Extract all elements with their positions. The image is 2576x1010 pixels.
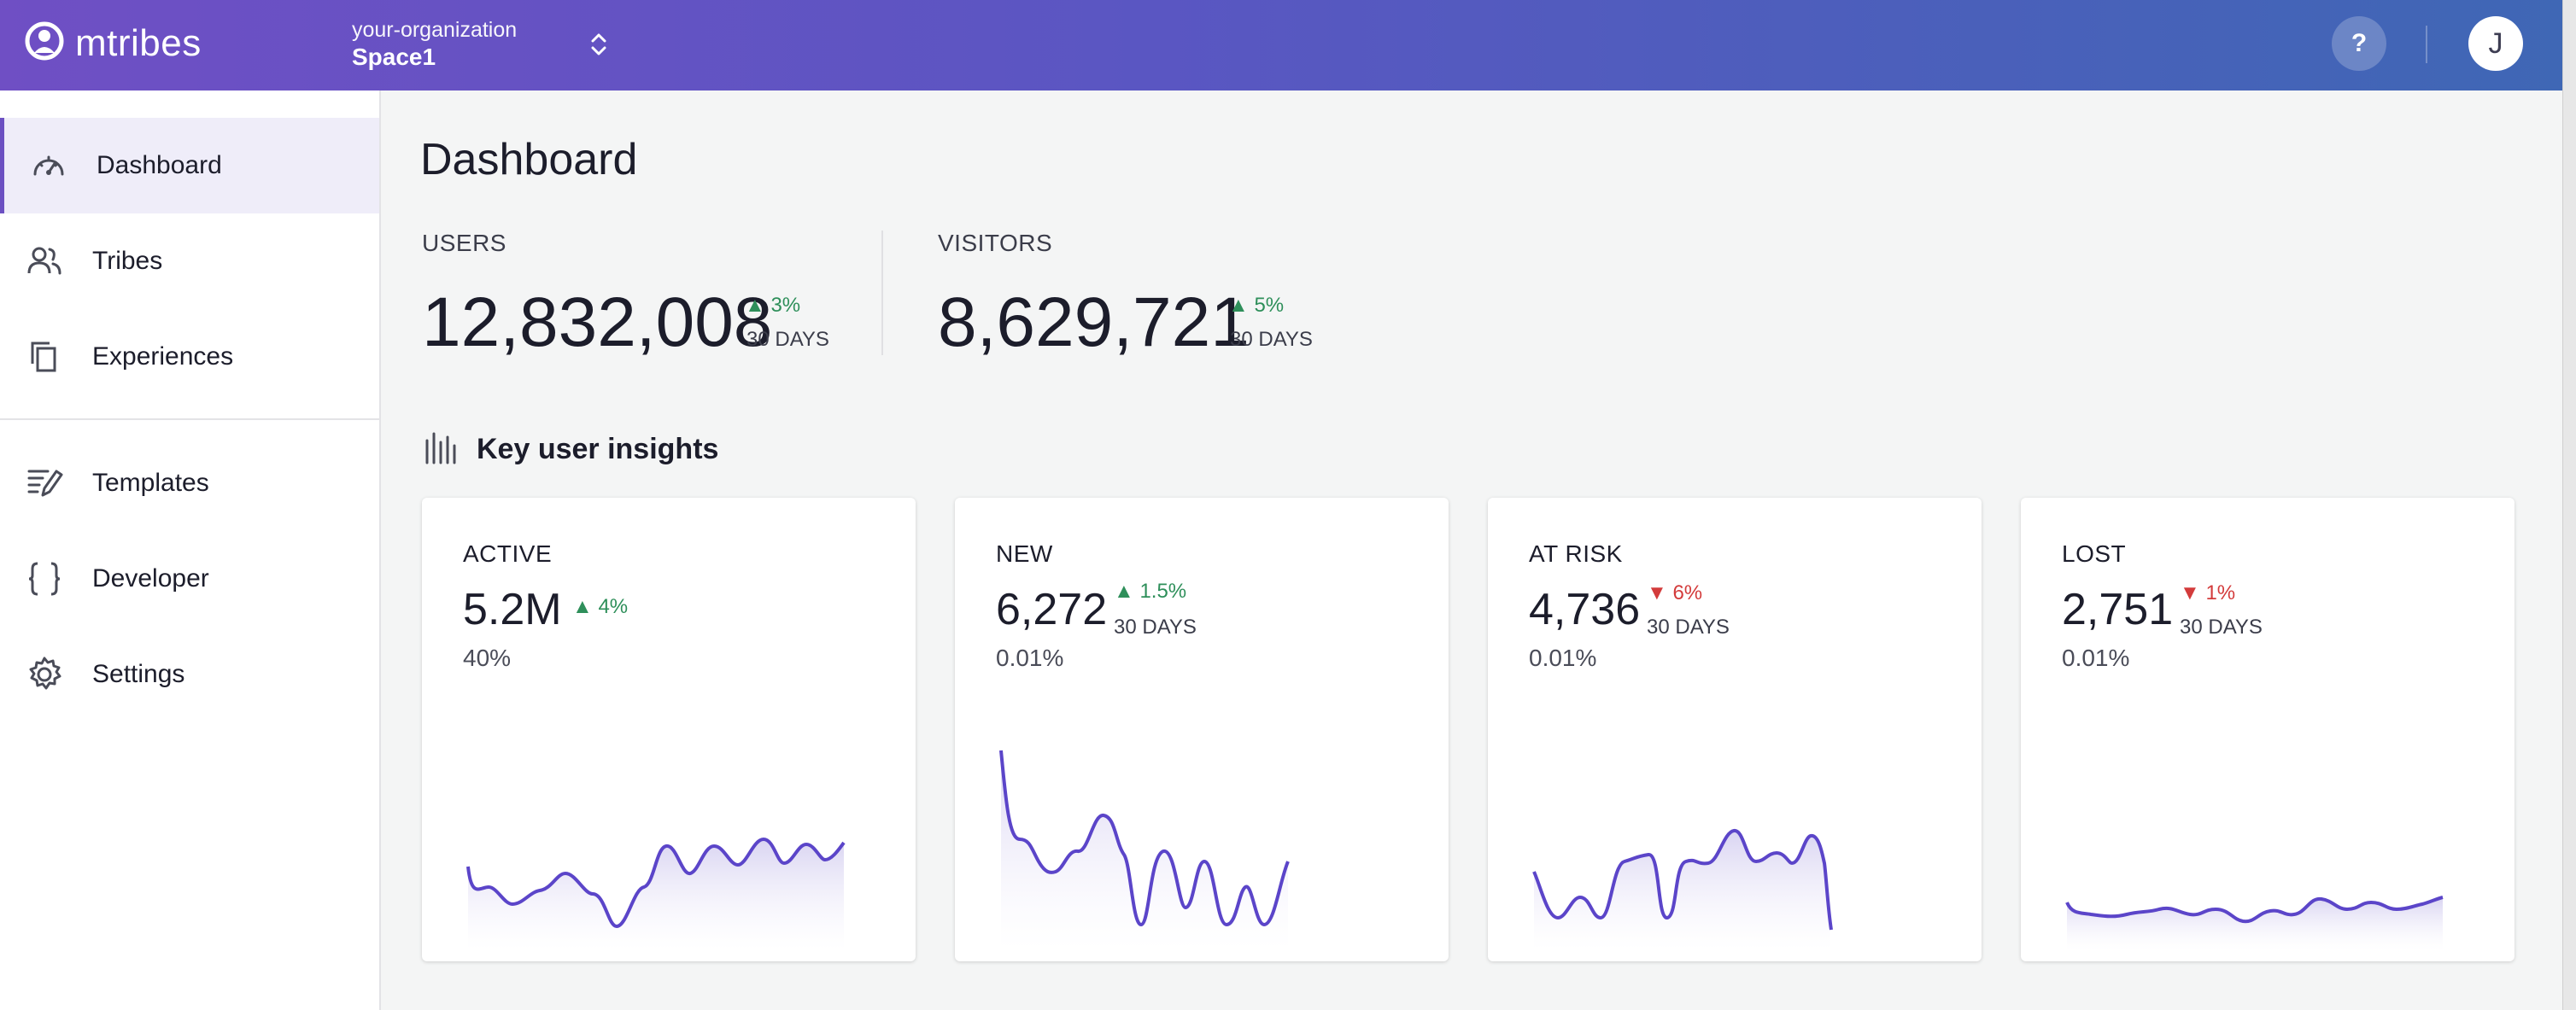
sparkline-chart bbox=[2065, 896, 2444, 950]
chevron-up-down-icon[interactable] bbox=[586, 29, 612, 60]
page-title: Dashboard bbox=[420, 135, 638, 184]
stat-value: 8,629,721 bbox=[938, 283, 1250, 361]
card-sub: 40% bbox=[463, 645, 512, 671]
card-change: ▲ 4% bbox=[572, 595, 629, 618]
window-scrollbar[interactable] bbox=[2562, 0, 2576, 1010]
card-label: AT RISK bbox=[1529, 540, 1623, 567]
sidebar-item-label: Settings bbox=[92, 660, 185, 688]
bar-chart-icon bbox=[424, 430, 460, 469]
sidebar-item-developer[interactable]: Developer bbox=[0, 531, 379, 627]
org-switcher[interactable]: your-organization Space1 bbox=[352, 17, 517, 72]
caret-up-icon: ▲ bbox=[1114, 580, 1134, 603]
sidebar-divider bbox=[0, 418, 379, 420]
sidebar-item-label: Developer bbox=[92, 564, 209, 593]
sidebar: Dashboard Tribes Experiences Templates D… bbox=[0, 90, 381, 1010]
sidebar-item-label: Experiences bbox=[92, 342, 234, 371]
logo[interactable]: mtribes bbox=[22, 19, 202, 67]
insight-card-new[interactable]: NEW 6,272 ▲ 1.5% 30 DAYS 0.01% bbox=[955, 498, 1449, 961]
braces-icon bbox=[24, 558, 65, 599]
header-divider bbox=[2426, 26, 2427, 63]
caret-up-icon: ▲ bbox=[572, 595, 593, 618]
insights-header: Key user insights bbox=[424, 430, 718, 469]
card-label: LOST bbox=[2062, 540, 2127, 567]
mtribes-logo-icon bbox=[22, 19, 67, 67]
space-name: Space1 bbox=[352, 44, 436, 70]
insight-card-lost[interactable]: LOST 2,751 ▼ 1% 30 DAYS 0.01% bbox=[2021, 498, 2515, 961]
visitors-stat: VISITORS 8,629,721 ▲ 5% 30 DAYS bbox=[938, 229, 1313, 361]
card-change: ▼ 6% bbox=[1647, 581, 1703, 604]
stat-divider bbox=[881, 231, 883, 355]
stat-value: 12,832,008 bbox=[422, 283, 773, 361]
sparkline-chart bbox=[1532, 829, 1833, 950]
edit-template-icon bbox=[24, 463, 65, 504]
sparkline-chart bbox=[999, 750, 1290, 950]
card-sub: 0.01% bbox=[996, 645, 1064, 671]
stat-period: 30 DAYS bbox=[1230, 328, 1313, 351]
users-stat: USERS 12,832,008 ▲ 3% 30 DAYS bbox=[422, 229, 829, 361]
insight-card-at-risk[interactable]: AT RISK 4,736 ▼ 6% 30 DAYS 0.01% bbox=[1488, 498, 1982, 961]
sidebar-item-tribes[interactable]: Tribes bbox=[0, 213, 379, 309]
stat-change: ▲ 3% bbox=[745, 294, 801, 317]
logo-text: mtribes bbox=[75, 21, 202, 64]
card-label: NEW bbox=[996, 540, 1053, 567]
card-sub: 0.01% bbox=[1529, 645, 1597, 671]
org-name: your-organization bbox=[352, 18, 518, 42]
help-button[interactable]: ? bbox=[2332, 16, 2386, 71]
caret-up-icon: ▲ bbox=[745, 294, 765, 317]
card-period: 30 DAYS bbox=[1647, 616, 1730, 639]
card-label: ACTIVE bbox=[463, 540, 553, 567]
sidebar-item-label: Templates bbox=[92, 469, 209, 497]
gear-icon bbox=[24, 654, 65, 695]
stat-label: VISITORS bbox=[938, 230, 1053, 256]
card-change: ▲ 1.5% bbox=[1114, 580, 1187, 603]
card-value: 2,751 bbox=[2062, 585, 2174, 634]
top-bar: mtribes your-organization Space1 ? J bbox=[0, 0, 2562, 90]
sidebar-item-label: Dashboard bbox=[97, 151, 222, 179]
section-title: Key user insights bbox=[477, 433, 719, 465]
card-period: 30 DAYS bbox=[2180, 616, 2263, 639]
stat-change: ▲ 5% bbox=[1228, 294, 1285, 317]
copy-icon bbox=[24, 336, 65, 377]
sidebar-item-experiences[interactable]: Experiences bbox=[0, 309, 379, 405]
card-value: 5.2M bbox=[463, 585, 562, 634]
avatar[interactable]: J bbox=[2468, 16, 2523, 71]
sidebar-item-label: Tribes bbox=[92, 247, 163, 275]
sidebar-item-dashboard[interactable]: Dashboard bbox=[0, 118, 379, 213]
stat-label: USERS bbox=[422, 230, 506, 256]
card-period: 30 DAYS bbox=[1114, 616, 1197, 639]
insight-card-active[interactable]: ACTIVE 5.2M ▲ 4% 40% bbox=[422, 498, 916, 961]
caret-up-icon: ▲ bbox=[1228, 294, 1249, 317]
card-value: 4,736 bbox=[1529, 585, 1641, 634]
card-value: 6,272 bbox=[996, 585, 1108, 634]
sparkline-chart bbox=[466, 837, 846, 950]
caret-down-icon: ▼ bbox=[2180, 581, 2200, 604]
sidebar-item-settings[interactable]: Settings bbox=[0, 627, 379, 722]
caret-down-icon: ▼ bbox=[1647, 581, 1667, 604]
users-icon bbox=[24, 241, 65, 282]
card-change: ▼ 1% bbox=[2180, 581, 2236, 604]
speedometer-icon bbox=[28, 145, 69, 186]
stat-period: 30 DAYS bbox=[746, 328, 829, 351]
card-sub: 0.01% bbox=[2062, 645, 2130, 671]
sidebar-item-templates[interactable]: Templates bbox=[0, 435, 379, 531]
